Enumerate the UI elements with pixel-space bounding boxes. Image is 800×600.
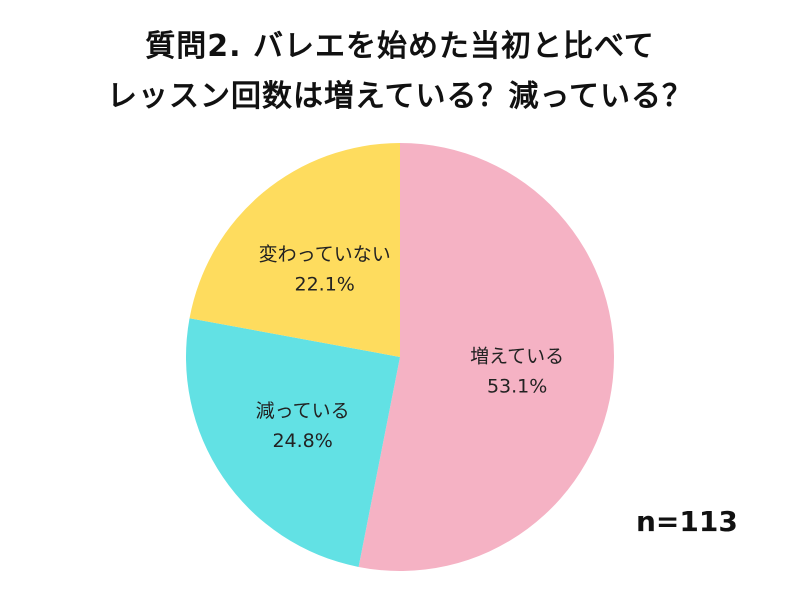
slice-label-1: 減っている	[256, 400, 350, 422]
pie-labels: 増えている 53.1% 減っている 24.8% 変わっていない 22.1%	[256, 244, 565, 453]
pie-slice-2	[189, 143, 400, 357]
pie-slices	[185, 143, 615, 572]
slice-value-label-2: 22.1%	[295, 274, 355, 296]
slice-value-label-1: 24.8%	[272, 430, 332, 452]
pie-slice-0	[358, 143, 615, 572]
chart-title-line-2: レッスン回数は増えている？減っている？	[107, 79, 693, 114]
slice-label-0: 増えている	[470, 345, 564, 367]
slice-value-label-0: 53.1%	[487, 375, 547, 397]
chart-title: 質問2. バレエを始めた当初と比べて レッスン回数は増えている？減っている？	[0, 22, 800, 122]
pie-slice-1	[185, 318, 400, 567]
chart-title-line-1: 質問2. バレエを始めた当初と比べて	[145, 29, 655, 64]
sample-size-label: n=113	[636, 505, 738, 538]
slice-label-2: 変わっていない	[259, 244, 391, 266]
